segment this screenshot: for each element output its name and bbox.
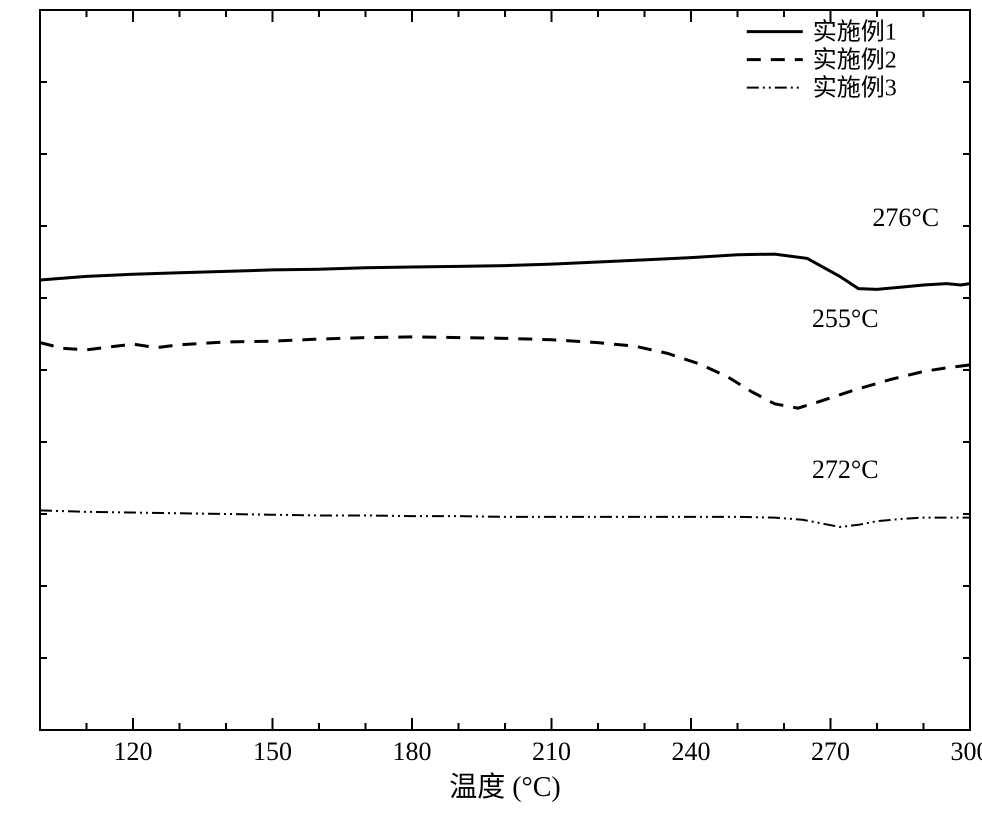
legend-label: 实施例1 xyxy=(813,19,897,46)
annotation-1: 276°C xyxy=(872,203,939,232)
annotation-3: 272°C xyxy=(812,455,879,484)
legend-label: 实施例2 xyxy=(813,47,897,74)
x-tick-label: 150 xyxy=(253,737,292,766)
x-tick-label: 240 xyxy=(672,737,711,766)
x-tick-label: 210 xyxy=(532,737,571,766)
dsc-chart: 120 150 180 210 240 270 300 温度 (°C) 276°C 255°C… xyxy=(0,0,982,814)
plot-bg xyxy=(40,10,970,730)
x-tick-label: 270 xyxy=(811,737,850,766)
x-tick-labels: 120 150 180 210 240 270 300 xyxy=(114,737,982,766)
legend-label: 实施例3 xyxy=(813,75,897,102)
x-tick-label: 180 xyxy=(393,737,432,766)
x-axis-label: 温度 (°C) xyxy=(449,771,561,803)
annotation-2: 255°C xyxy=(812,304,879,333)
x-tick-label: 120 xyxy=(114,737,153,766)
x-tick-label: 300 xyxy=(951,737,982,766)
